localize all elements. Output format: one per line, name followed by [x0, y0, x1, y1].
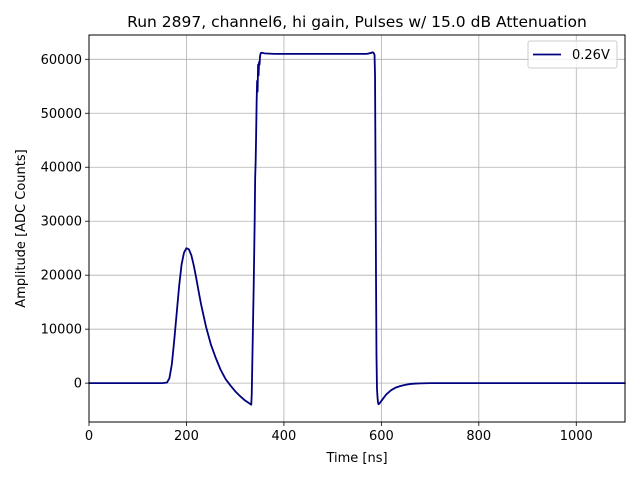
axis-ticks: 0 200 400 600 800 100001000020000300004000050… — [41, 53, 593, 444]
chart-title: Run 2897, channel6, hi gain, Pulses w/ 1… — [127, 13, 587, 31]
x-tick-label-5: 1000 — [560, 429, 593, 444]
legend-box — [527, 40, 618, 69]
x-tick-label-1: 200 — [174, 429, 199, 444]
grid-lines — [88, 35, 625, 422]
y-tick-label-3: 30000 — [41, 215, 82, 230]
series-line-0 — [88, 51, 626, 406]
y-tick-label-5: 50000 — [41, 107, 82, 122]
legend-label-0: 0.26V — [572, 48, 610, 63]
x-tick-label-2: 400 — [271, 429, 296, 444]
y-axis-label: Amplitude [ADC Counts] — [14, 149, 29, 307]
y-tick-label-1: 10000 — [41, 323, 82, 338]
y-tick-label-0: 0 — [74, 377, 82, 392]
x-tick-label-4: 800 — [466, 429, 491, 444]
y-tick-label-6: 60000 — [41, 53, 82, 68]
plot-area — [89, 35, 625, 422]
x-tick-label-0: 0 — [85, 429, 93, 444]
y-tick-label-2: 20000 — [41, 269, 82, 284]
legend: 0.26V — [527, 40, 618, 69]
plot-frame — [88, 34, 626, 423]
series-lines — [88, 51, 626, 406]
x-tick-label-3: 600 — [369, 429, 394, 444]
y-tick-label-4: 40000 — [41, 161, 82, 176]
x-axis-label: Time [ns] — [325, 451, 387, 466]
